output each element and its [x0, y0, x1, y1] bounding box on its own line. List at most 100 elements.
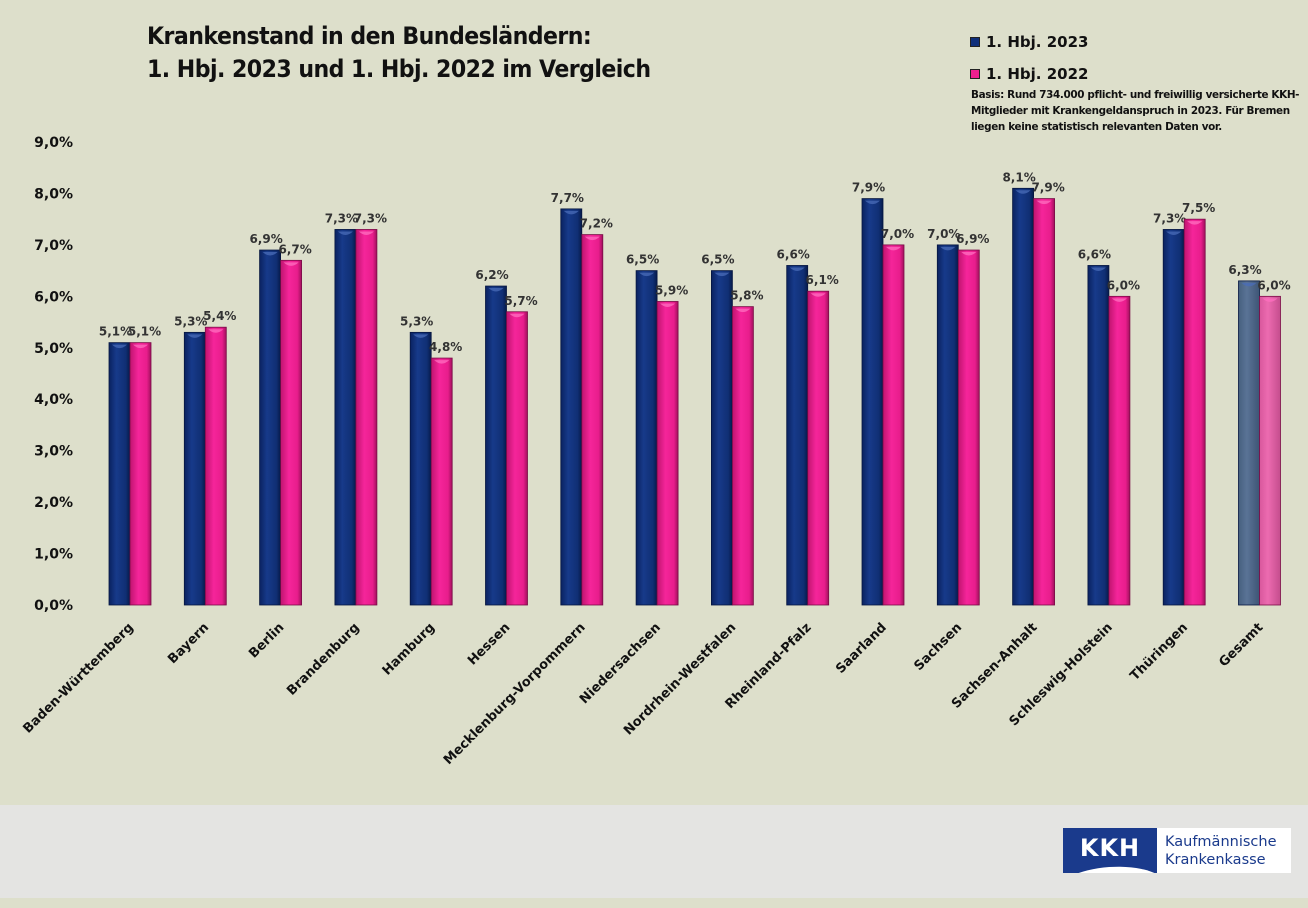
bar-bevel: [413, 334, 429, 338]
bar-bevel: [358, 231, 374, 235]
data-label-2022: 6,9%: [956, 232, 989, 246]
bar-bevel: [789, 267, 805, 271]
bar-bevel: [810, 293, 826, 297]
data-label-2022: 7,0%: [881, 227, 914, 241]
bar-2022: [1259, 295, 1281, 606]
category-label: Thüringen: [1127, 620, 1191, 684]
data-label-2022: 6,1%: [806, 273, 839, 287]
bar-bevel: [1111, 298, 1127, 302]
category-label: Hamburg: [380, 620, 438, 678]
bar-bevel: [584, 236, 600, 241]
bar-bevel: [563, 210, 579, 215]
bar-bevel: [1015, 190, 1031, 194]
logo-mark-text: KKH: [1079, 833, 1141, 862]
bar-2023: [786, 265, 809, 606]
bar-2022: [430, 357, 453, 606]
data-label-2023: 5,3%: [174, 314, 207, 328]
data-label-2023: 6,6%: [1078, 247, 1111, 261]
bar-2023: [861, 198, 884, 606]
category-label: Rheinland-Pfalz: [723, 620, 815, 712]
bar-bevel: [262, 252, 278, 256]
title-line-2: 1. Hbj. 2023 und 1. Hbj. 2022 im Verglei…: [147, 55, 651, 83]
logo-wordmark: Kaufmännische Krankenkasse: [1165, 833, 1277, 869]
bar-2022: [581, 234, 604, 606]
bar-2022: [957, 249, 980, 606]
bar-2023: [936, 244, 959, 606]
category-label: Baden-Württemberg: [20, 620, 136, 736]
bar-chart: 0,0% 1,0% 2,0% 3,0% 4,0% 5,0% 6,0% 7,0% 8,0% 9,0%…: [20, 135, 1290, 768]
data-label-2022: 7,9%: [1031, 181, 1064, 195]
bar-bevel: [1036, 200, 1052, 205]
legend-swatch-2022: [970, 69, 980, 79]
category-label: Bayern: [165, 620, 212, 667]
category-label: Sachsen: [911, 620, 965, 674]
bar-bevel: [1187, 221, 1203, 225]
data-label-2022: 6,0%: [1107, 278, 1140, 292]
bar-bevel: [961, 252, 977, 256]
bar-bevel: [434, 360, 450, 364]
bar-bevel: [509, 313, 525, 318]
bar-2022: [129, 342, 152, 606]
bar-2023: [334, 229, 357, 606]
kkh-logo: KKH Kaufmännische Krankenkasse: [1063, 828, 1291, 873]
legend-label-2023: 1. Hbj. 2023: [986, 33, 1089, 51]
bar-2023: [409, 331, 432, 606]
legend-item-2023: 1. Hbj. 2023: [970, 26, 1088, 58]
data-label-2022: 5,9%: [655, 283, 688, 297]
bar-bevel: [886, 246, 901, 251]
category-label: Berlin: [246, 620, 287, 661]
data-label-2023: 6,9%: [249, 232, 282, 246]
bar-bevel: [187, 334, 203, 338]
y-tick-label: 5,0%: [34, 341, 73, 357]
footer-bottom-strip: [0, 898, 1308, 908]
data-label-2022: 6,0%: [1257, 278, 1290, 292]
data-label-2023: 5,1%: [99, 325, 132, 339]
bar-bevel: [208, 329, 224, 333]
y-tick-label: 6,0%: [34, 289, 73, 305]
bar-bevel: [660, 303, 676, 307]
data-label-2023: 7,0%: [927, 227, 960, 241]
bar-2023: [1162, 229, 1185, 606]
bar-2023: [1087, 265, 1110, 606]
data-label-2023: 7,3%: [1153, 211, 1186, 225]
data-label-2023: 7,3%: [325, 211, 358, 225]
y-tick-label: 9,0%: [34, 135, 73, 151]
y-tick-label: 0,0%: [34, 598, 73, 614]
bar-bevel: [112, 344, 127, 349]
category-label: Brandenburg: [284, 620, 362, 698]
x-axis: Baden-Württemberg Bayern BerlinBrandenburg…: [20, 620, 1266, 768]
kkh-logo-mark: KKH: [1063, 828, 1157, 873]
bar-2022: [204, 326, 227, 606]
bar-2022: [656, 301, 679, 606]
bar-bevel: [735, 308, 751, 313]
bar-2022: [506, 311, 528, 606]
bar-bevel: [1166, 231, 1182, 235]
bar-bevel: [283, 262, 299, 266]
legend: 1. Hbj. 2023 1. Hbj. 2022: [970, 26, 1088, 90]
data-label-2023: 6,5%: [701, 253, 734, 267]
bar-2023: [1238, 280, 1260, 606]
data-label-2022: 7,2%: [580, 217, 613, 231]
legend-label-2022: 1. Hbj. 2022: [986, 65, 1089, 83]
bar-2022: [732, 306, 754, 606]
bar-2023: [108, 342, 131, 606]
category-label: Gesamt: [1216, 620, 1266, 670]
bar-bevel: [1262, 298, 1278, 302]
bar-2022: [1183, 218, 1206, 606]
logo-line-1: Kaufmännische: [1165, 833, 1277, 850]
bar-2023: [1012, 187, 1034, 606]
y-tick-label: 7,0%: [34, 238, 73, 254]
bar-bevel: [865, 200, 880, 205]
data-label-2023: 6,3%: [1228, 263, 1261, 277]
data-label-2022: 6,7%: [278, 242, 311, 256]
data-label-2023: 6,2%: [475, 268, 508, 282]
data-label-2022: 7,5%: [1182, 201, 1215, 215]
bar-2023: [183, 331, 206, 606]
bar-bevel: [133, 344, 148, 349]
title-line-1: Krankenstand in den Bundesländern:: [147, 22, 592, 50]
data-label-2023: 6,6%: [777, 247, 810, 261]
bar-2023: [560, 208, 583, 606]
data-label-2022: 5,1%: [128, 325, 161, 339]
category-label: Niedersachsen: [577, 620, 664, 707]
basis-note: Basis: Rund 734.000 pflicht- und freiwil…: [971, 89, 1300, 133]
